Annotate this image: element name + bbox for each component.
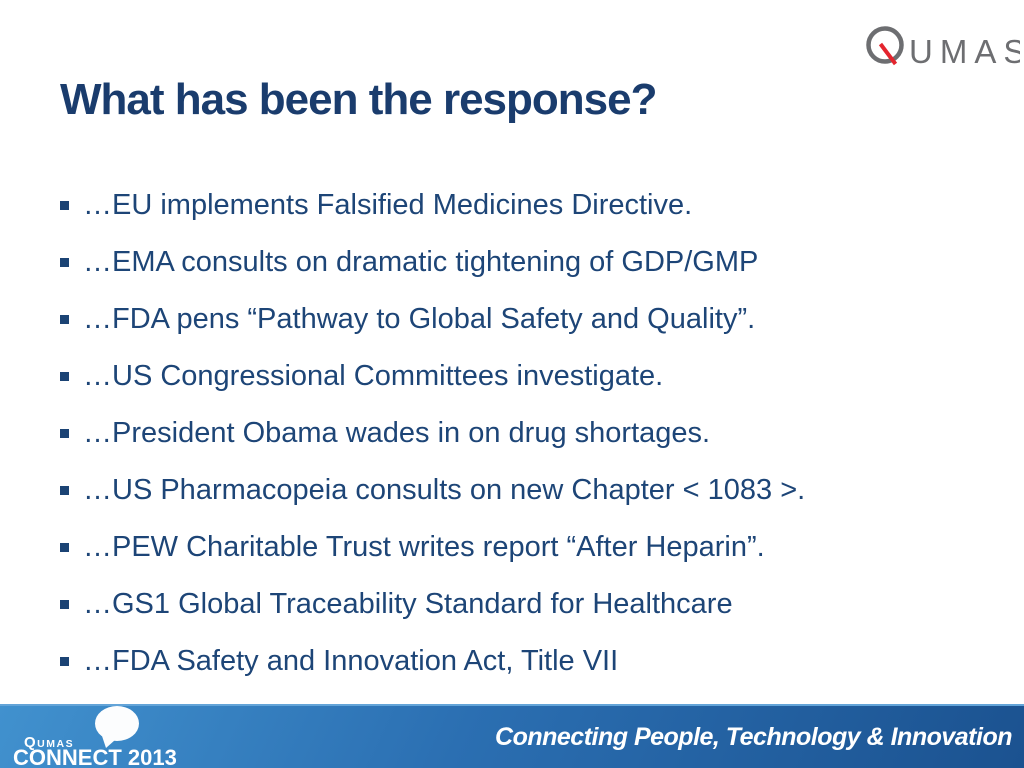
square-bullet-icon [60, 372, 69, 381]
square-bullet-icon [60, 429, 69, 438]
bullet-text: …PEW Charitable Trust writes report “Aft… [83, 531, 765, 563]
qumas-q-red-tail-icon [878, 42, 898, 66]
connect-2013-logo: QUMAS CONNECT 2013 [0, 704, 177, 768]
list-item: …EU implements Falsified Medicines Direc… [60, 177, 980, 234]
speech-balloon-icon [95, 706, 139, 748]
bullet-text: …FDA Safety and Innovation Act, Title VI… [83, 645, 619, 677]
list-item: …GS1 Global Traceability Standard for He… [60, 576, 980, 633]
bullet-text: …EMA consults on dramatic tightening of … [83, 246, 759, 278]
bullet-text: …US Congressional Committees investigate… [83, 360, 664, 392]
list-item: …EMA consults on dramatic tightening of … [60, 234, 980, 291]
square-bullet-icon [60, 600, 69, 609]
list-item: …PEW Charitable Trust writes report “Aft… [60, 519, 980, 576]
bullet-text: …GS1 Global Traceability Standard for He… [83, 588, 733, 620]
connect-logo-qumas-text: QUMAS [24, 734, 75, 751]
square-bullet-icon [60, 258, 69, 267]
list-item: …FDA Safety and Innovation Act, Title VI… [60, 633, 980, 690]
footer-tagline: Connecting People, Technology & Innovati… [495, 722, 1012, 751]
list-item: …FDA pens “Pathway to Global Safety and … [60, 291, 980, 348]
qumas-logo: UMAS [866, 26, 1020, 70]
qumas-wordmark: UMAS [909, 33, 1020, 70]
square-bullet-icon [60, 543, 69, 552]
bullet-text: …FDA pens “Pathway to Global Safety and … [83, 303, 756, 335]
square-bullet-icon [60, 486, 69, 495]
connect-logo-main-text: CONNECT 2013 [13, 745, 177, 768]
list-item: …President Obama wades in on drug shorta… [60, 405, 980, 462]
bullet-text: …EU implements Falsified Medicines Direc… [83, 189, 693, 221]
bullet-text: …President Obama wades in on drug shorta… [83, 417, 711, 449]
square-bullet-icon [60, 315, 69, 324]
footer-bar: QUMAS CONNECT 2013 Connecting People, Te… [0, 704, 1024, 768]
list-item: …US Congressional Committees investigate… [60, 348, 980, 405]
list-item: …US Pharmacopeia consults on new Chapter… [60, 462, 980, 519]
qumas-q-ring-icon [866, 26, 904, 64]
square-bullet-icon [60, 657, 69, 666]
bullet-text: …US Pharmacopeia consults on new Chapter… [83, 474, 806, 506]
bullet-list: …EU implements Falsified Medicines Direc… [60, 177, 980, 690]
square-bullet-icon [60, 201, 69, 210]
slide-title: What has been the response? [60, 75, 657, 124]
